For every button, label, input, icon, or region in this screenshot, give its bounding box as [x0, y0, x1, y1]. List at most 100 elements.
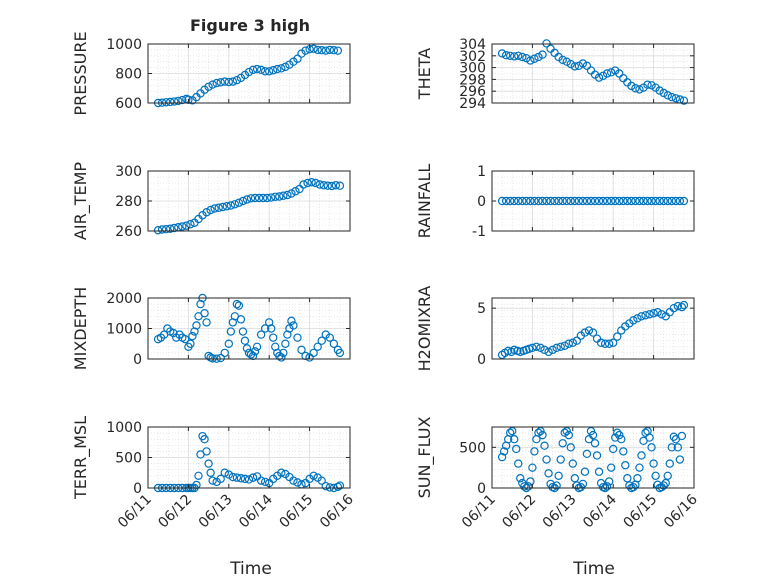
data-point [208, 476, 217, 485]
data-point [586, 196, 596, 206]
subplot-h2omixra: 0 5 H2OMIXRA [415, 286, 695, 371]
data-point [627, 81, 636, 91]
data-point [186, 339, 195, 348]
data-point [202, 447, 211, 456]
data-point [637, 451, 646, 460]
data-point [574, 61, 584, 71]
data-point [232, 299, 242, 309]
y-tick-label: 300 [115, 164, 142, 180]
data-point [673, 301, 683, 311]
data-point [564, 339, 573, 348]
data-point [510, 196, 519, 206]
series-terr_msl [153, 431, 345, 493]
data-point [220, 77, 229, 86]
data-point [192, 480, 201, 490]
data-point [520, 482, 529, 491]
data-point [590, 196, 600, 206]
data-point [584, 326, 594, 335]
data-point [244, 475, 254, 484]
y-tick-label: 0 [133, 481, 142, 497]
data-point [671, 94, 681, 103]
data-point [641, 311, 650, 320]
data-point [546, 196, 555, 206]
data-point [497, 452, 507, 462]
data-point [244, 67, 254, 77]
data-point [613, 428, 622, 437]
data-point [643, 196, 652, 206]
data-point [206, 205, 215, 215]
data-point [534, 52, 543, 62]
data-point [202, 208, 211, 217]
data-point [572, 336, 582, 345]
data-point [499, 447, 509, 456]
data-point [594, 73, 604, 82]
data-point [570, 474, 580, 483]
data-point [544, 469, 553, 478]
data-point [604, 477, 614, 486]
y-tick-label: 600 [115, 96, 142, 112]
data-point [550, 196, 559, 206]
data-point [210, 204, 219, 213]
figure-title: Figure 3 high [190, 16, 310, 35]
data-point [570, 62, 580, 71]
data-point [627, 196, 636, 206]
data-point [635, 196, 644, 206]
data-point [234, 198, 244, 207]
data-point [669, 432, 679, 441]
data-point [202, 318, 211, 327]
data-point [621, 461, 630, 470]
data-point [609, 338, 618, 347]
data-point [510, 52, 519, 61]
series-rainfall [497, 196, 689, 206]
data-point [679, 300, 689, 310]
data-point [647, 81, 656, 90]
data-point [248, 65, 258, 75]
data-point [639, 196, 648, 206]
data-point [568, 338, 578, 347]
data-point [645, 433, 654, 442]
data-point [560, 428, 569, 437]
subplot-mixdepth: 0 1000 2000 MIXDEPTH [71, 287, 351, 370]
data-point [293, 333, 302, 342]
data-point [180, 334, 190, 344]
data-point [679, 96, 689, 105]
data-point [277, 64, 286, 73]
data-point [256, 65, 266, 75]
data-point [182, 221, 191, 230]
y-tick-label: 280 [115, 194, 142, 210]
data-point [510, 435, 519, 444]
data-point [570, 196, 580, 206]
data-point [212, 78, 221, 88]
data-point [254, 193, 264, 203]
data-point [651, 471, 660, 480]
data-point [653, 308, 662, 317]
data-point [542, 39, 551, 48]
data-point [625, 481, 634, 490]
data-point [242, 195, 252, 204]
data-point [248, 473, 258, 482]
data-point [617, 435, 626, 444]
data-point [663, 196, 672, 206]
data-point [289, 476, 298, 485]
data-point [615, 196, 624, 206]
subplot-rainfall: -1 0 1 RAINFALL [415, 164, 695, 240]
axes-box [491, 297, 695, 360]
data-point [578, 59, 588, 68]
data-point [335, 348, 345, 358]
data-point [283, 190, 292, 200]
data-point [633, 314, 642, 323]
subplot-air_temp: 260 280 300 AIR_TEMP [71, 162, 351, 240]
data-point [679, 196, 689, 206]
data-point [528, 463, 537, 472]
data-point [313, 45, 322, 55]
data-point [214, 203, 223, 212]
data-point [631, 196, 640, 206]
series-air_temp [153, 178, 345, 235]
data-point [641, 428, 650, 437]
data-point [540, 345, 549, 355]
y-tick-label: 1000 [106, 322, 142, 338]
data-point [192, 321, 201, 330]
data-point [265, 67, 274, 76]
data-point [252, 342, 262, 351]
